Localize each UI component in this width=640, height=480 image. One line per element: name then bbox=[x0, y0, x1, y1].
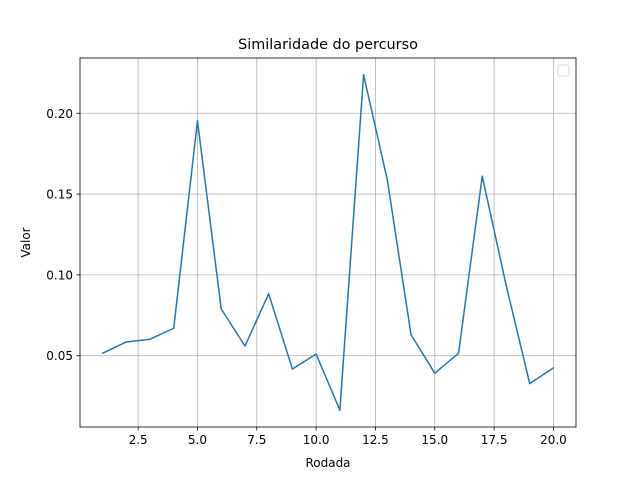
legend-box bbox=[557, 64, 570, 77]
data-point bbox=[315, 353, 317, 355]
x-tick-label: 20.0 bbox=[540, 433, 567, 447]
data-point bbox=[267, 293, 270, 295]
axis-ticks: 2.5 5.0 7.5 10.0 12.5 15.0 17.5 20.0 0.05 0.10 0.1… bbox=[46, 107, 567, 447]
data-point bbox=[481, 175, 484, 178]
y-axis-label: Valor bbox=[19, 227, 33, 257]
series-layer bbox=[101, 74, 555, 411]
data-point bbox=[220, 308, 222, 310]
x-axis-label: Rodada bbox=[305, 456, 350, 470]
data-point bbox=[528, 382, 531, 385]
data-point bbox=[149, 338, 151, 340]
data-point bbox=[339, 409, 341, 411]
data-point bbox=[172, 327, 175, 329]
data-point bbox=[386, 179, 389, 181]
data-point bbox=[505, 283, 507, 286]
data-point bbox=[410, 333, 412, 336]
data-point bbox=[457, 352, 460, 355]
data-point bbox=[196, 120, 199, 122]
x-tick-label: 10.0 bbox=[303, 433, 330, 447]
y-tick-label: 0.15 bbox=[46, 188, 73, 202]
x-tick-label: 2.5 bbox=[129, 433, 148, 447]
data-point bbox=[101, 352, 104, 355]
data-point bbox=[362, 74, 365, 76]
x-tick-label: 15.0 bbox=[421, 433, 448, 447]
x-tick-label: 17.5 bbox=[481, 433, 508, 447]
series-line bbox=[102, 74, 554, 411]
y-tick-label: 0.05 bbox=[46, 349, 73, 363]
data-point bbox=[434, 372, 436, 374]
data-point bbox=[552, 367, 555, 369]
x-tick-label: 7.5 bbox=[247, 433, 266, 447]
data-point bbox=[125, 341, 128, 343]
plot-area-frame bbox=[79, 57, 577, 428]
y-tick-label: 0.10 bbox=[46, 268, 73, 282]
grid bbox=[80, 58, 576, 427]
data-point bbox=[244, 345, 246, 347]
chart-title: Similaridade do percurso bbox=[238, 37, 418, 53]
x-tick-label: 12.5 bbox=[362, 433, 389, 447]
data-point bbox=[291, 368, 294, 370]
y-tick-label: 0.20 bbox=[46, 107, 73, 121]
x-tick-label: 5.0 bbox=[188, 433, 207, 447]
